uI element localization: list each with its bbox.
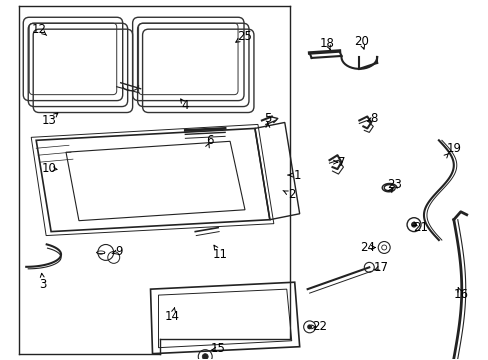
Text: 15: 15	[210, 342, 225, 355]
Text: 5: 5	[264, 112, 271, 125]
Text: 14: 14	[164, 310, 180, 323]
Text: 20: 20	[353, 35, 368, 48]
Circle shape	[306, 324, 311, 329]
Text: 10: 10	[41, 162, 57, 175]
Text: 16: 16	[452, 288, 468, 301]
Text: 22: 22	[311, 320, 326, 333]
Text: 6: 6	[206, 134, 214, 147]
Text: 8: 8	[370, 112, 377, 125]
Text: 21: 21	[413, 221, 427, 234]
Text: 9: 9	[115, 245, 122, 258]
Text: 19: 19	[446, 142, 460, 155]
Text: 2: 2	[287, 188, 295, 201]
Text: 13: 13	[41, 114, 57, 127]
Text: 7: 7	[337, 156, 345, 168]
Text: 23: 23	[386, 179, 401, 192]
Text: 1: 1	[293, 168, 301, 181]
Text: 4: 4	[181, 99, 189, 112]
Text: 17: 17	[373, 261, 388, 274]
Text: 25: 25	[237, 30, 252, 42]
Text: 24: 24	[359, 241, 374, 254]
Text: 12: 12	[32, 23, 46, 36]
Circle shape	[410, 222, 416, 228]
Text: 11: 11	[212, 248, 227, 261]
Text: 18: 18	[320, 37, 334, 50]
Circle shape	[202, 354, 208, 360]
Text: 3: 3	[40, 278, 47, 291]
